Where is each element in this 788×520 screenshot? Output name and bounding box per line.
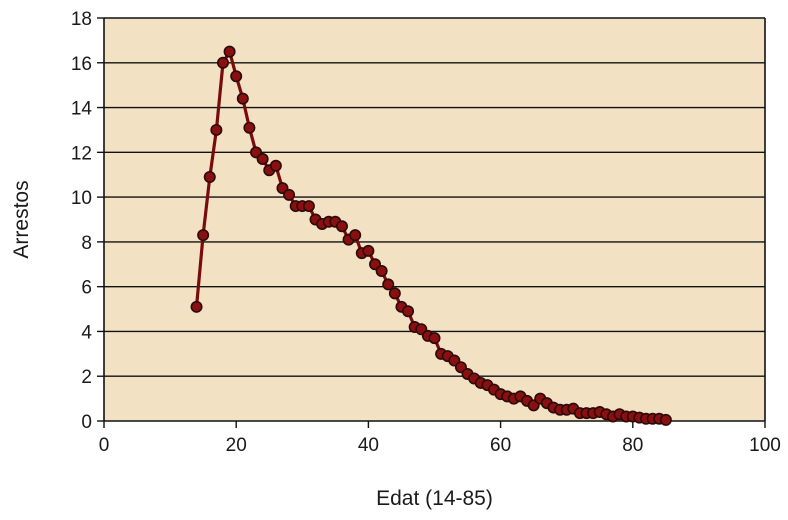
data-point-24 [256, 153, 269, 166]
data-point-22 [243, 121, 256, 134]
y-tick-label-16: 16 [71, 54, 92, 75]
y-axis-title: Arrestos [10, 180, 33, 258]
data-point-15 [197, 229, 210, 242]
data-point-36 [335, 220, 348, 233]
data-point-28 [283, 188, 296, 201]
data-point-31 [302, 200, 315, 213]
data-point-17 [210, 123, 223, 136]
y-tick-label-14: 14 [71, 99, 93, 120]
data-point-42 [375, 264, 388, 277]
data-series [190, 45, 672, 426]
x-axis-title: Edat (14-85) [376, 487, 493, 510]
data-point-50 [428, 332, 441, 345]
y-tick-label-18: 18 [71, 9, 92, 30]
y-tick-label-10: 10 [71, 188, 92, 209]
x-tick-label-20: 20 [226, 435, 247, 456]
data-point-85 [659, 413, 672, 426]
y-tick-label-0: 0 [81, 412, 92, 433]
data-point-38 [349, 229, 362, 242]
data-point-21 [236, 92, 249, 105]
y-axis-ticks: 0 2 4 6 8 10 12 14 16 18 [71, 9, 104, 433]
x-tick-label-80: 80 [622, 435, 643, 456]
x-axis-ticks: 0 20 40 60 80 100 [99, 421, 781, 456]
data-point-26 [269, 159, 282, 172]
plot-area [104, 18, 765, 421]
data-point-16 [203, 170, 216, 183]
y-tick-label-6: 6 [81, 278, 92, 299]
x-tick-label-40: 40 [358, 435, 379, 456]
x-tick-label-60: 60 [490, 435, 511, 456]
y-tick-label-2: 2 [81, 367, 92, 388]
data-point-46 [402, 305, 415, 318]
data-point-40 [362, 244, 375, 257]
data-point-44 [388, 287, 401, 300]
y-tick-label-4: 4 [81, 322, 92, 343]
data-point-18 [216, 56, 229, 69]
data-point-43 [382, 278, 395, 291]
y-tick-label-12: 12 [71, 143, 92, 164]
x-tick-label-100: 100 [749, 435, 781, 456]
y-tick-label-8: 8 [81, 233, 92, 254]
data-point-20 [230, 70, 243, 83]
x-tick-label-0: 0 [99, 435, 110, 456]
data-point-19 [223, 45, 236, 58]
data-point-14 [190, 300, 203, 313]
